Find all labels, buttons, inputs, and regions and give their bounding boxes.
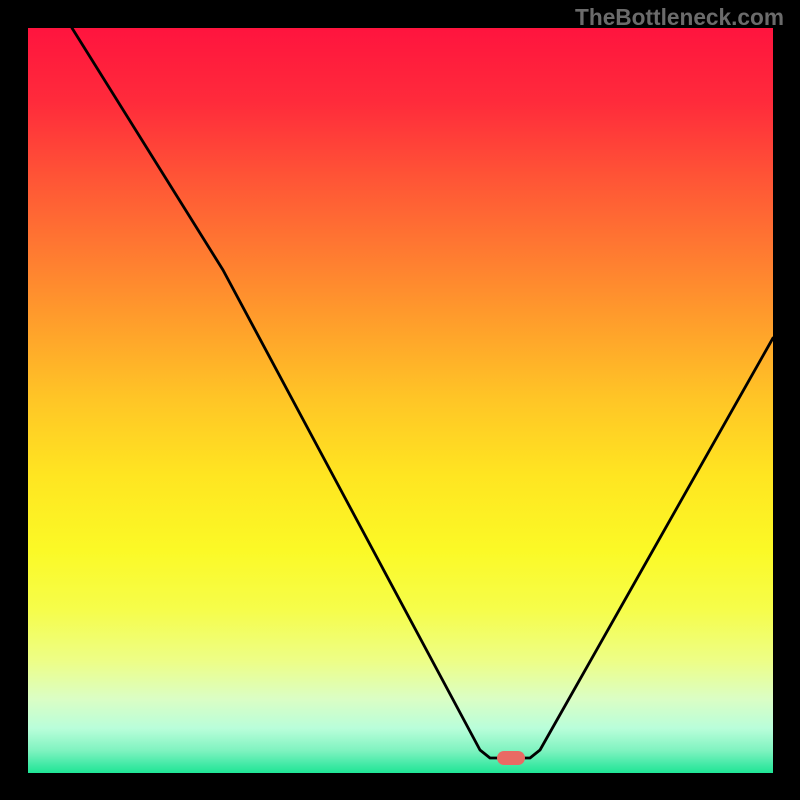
- chart-container: TheBottleneck.com: [0, 0, 800, 800]
- optimal-marker: [497, 751, 525, 765]
- gradient-background: [28, 28, 773, 773]
- watermark-text: TheBottleneck.com: [575, 4, 784, 31]
- plot-area: [28, 28, 773, 773]
